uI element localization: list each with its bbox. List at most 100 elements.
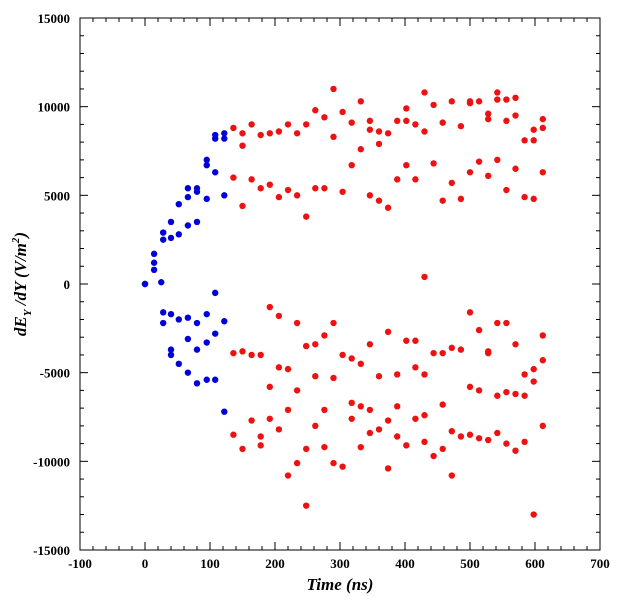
data-point [384, 130, 392, 137]
data-point [366, 341, 374, 348]
data-point [394, 176, 401, 183]
data-point [284, 406, 292, 414]
data-point [430, 452, 437, 460]
data-point [321, 443, 328, 451]
data-point [503, 440, 510, 447]
data-point [494, 156, 501, 164]
axis-ticks [79, 17, 601, 551]
data-point [160, 309, 167, 316]
data-point [266, 415, 273, 422]
data-point [293, 130, 301, 137]
data-point [530, 137, 537, 144]
y-tick-label: 15000 [38, 11, 71, 26]
data-point [530, 126, 537, 133]
data-point [539, 169, 546, 176]
data-point [466, 309, 474, 316]
data-point [403, 117, 410, 125]
data-point [394, 117, 401, 125]
data-point [512, 447, 519, 454]
data-point [539, 332, 546, 339]
data-point [275, 128, 283, 135]
y-axis-title: dEY /dY (V/m2) [10, 232, 34, 336]
data-point [485, 349, 492, 357]
data-point [503, 117, 510, 125]
data-point [175, 231, 182, 238]
data-point [150, 250, 158, 258]
x-tick-label: 700 [590, 556, 610, 571]
data-point [421, 128, 428, 135]
data-point [357, 443, 364, 451]
data-point [193, 319, 201, 327]
data-point [312, 185, 319, 192]
data-point [412, 364, 419, 371]
data-point [475, 98, 483, 105]
data-point [230, 174, 237, 181]
y-tick-label: -10000 [33, 454, 70, 469]
data-point [248, 176, 255, 183]
data-point [384, 417, 392, 424]
data-point [150, 259, 158, 266]
data-point [284, 365, 292, 373]
data-point [494, 429, 501, 437]
data-point [357, 403, 364, 410]
y-tick-label: -15000 [33, 543, 70, 558]
data-point [448, 344, 455, 352]
data-point [348, 399, 355, 407]
y-tick-label: 5000 [44, 188, 70, 203]
data-point [330, 459, 337, 467]
data-point [530, 378, 537, 385]
data-point [212, 289, 219, 297]
data-point [466, 383, 474, 391]
data-point [466, 98, 474, 105]
data-point [412, 337, 419, 344]
data-point [530, 511, 537, 518]
data-point [512, 341, 519, 348]
data-point [348, 161, 355, 169]
data-point [494, 96, 501, 103]
data-point [403, 337, 410, 344]
data-point [184, 185, 192, 192]
data-point [439, 197, 446, 204]
data-point [239, 445, 246, 453]
data-point [375, 373, 383, 380]
data-point [203, 339, 210, 346]
data-point [257, 433, 264, 440]
data-point [375, 128, 383, 135]
data-point [339, 188, 346, 195]
data-point [221, 130, 228, 137]
data-point [160, 319, 167, 327]
data-point [266, 130, 273, 137]
data-point [448, 98, 455, 105]
data-point [430, 101, 437, 109]
data-point [421, 371, 428, 378]
data-point [457, 433, 465, 440]
data-point [375, 426, 383, 433]
data-point [248, 351, 255, 359]
data-point [160, 229, 167, 236]
data-point [266, 303, 273, 311]
data-point [275, 312, 283, 320]
data-point [167, 234, 175, 242]
data-point [275, 426, 283, 433]
data-point [203, 195, 210, 203]
data-point [330, 85, 337, 93]
data-point [203, 310, 210, 318]
data-point [266, 383, 273, 391]
data-point [539, 357, 546, 364]
data-point [212, 135, 219, 142]
x-tick-label: 500 [460, 556, 480, 571]
data-point [512, 112, 519, 119]
data-point [466, 431, 474, 438]
data-point [521, 438, 528, 446]
y-axis-title-sub: Y [22, 308, 34, 316]
data-point [248, 121, 255, 128]
data-point [167, 351, 175, 359]
data-point [158, 279, 165, 286]
data-point [457, 195, 465, 203]
x-tick-label: 300 [330, 556, 350, 571]
data-point [512, 165, 519, 172]
data-point [239, 130, 246, 137]
data-point [303, 502, 310, 509]
x-tick-label: 200 [265, 556, 285, 571]
y-axis-title-e: E [11, 316, 30, 328]
